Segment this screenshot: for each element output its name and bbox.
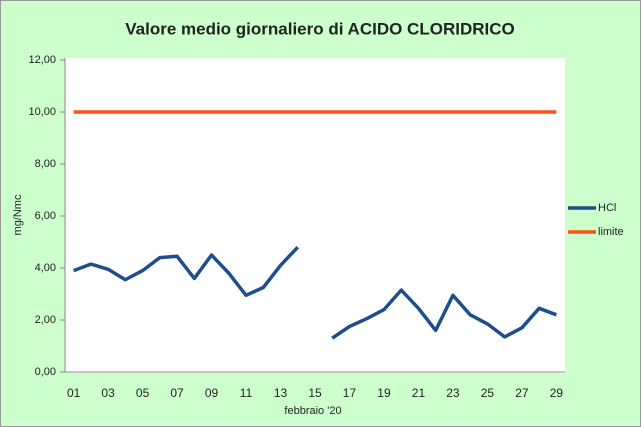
y-tick-label: 6,00	[35, 210, 56, 222]
y-tick-label: 4,00	[35, 262, 56, 274]
legend-label: HCl	[598, 202, 616, 214]
x-tick-label: 25	[481, 386, 495, 400]
x-tick-label: 11	[240, 386, 253, 400]
x-tick-label: 23	[446, 386, 460, 400]
y-tick-label: 8,00	[35, 158, 56, 170]
legend-label: limite	[598, 226, 624, 238]
series-line	[73, 245, 557, 340]
y-axis-label: mg/Nmc	[12, 194, 24, 235]
x-tick-label: 01	[67, 386, 81, 400]
x-tick-label: 07	[170, 386, 184, 400]
x-tick-label: 05	[136, 386, 150, 400]
y-tick-label: 2,00	[35, 314, 56, 326]
chart-title: Valore medio giornaliero di ACIDO CLORID…	[125, 19, 514, 38]
x-axis-label: febbraio '20	[284, 405, 341, 417]
x-tick-label: 03	[101, 386, 115, 400]
x-tick-label: 15	[308, 386, 322, 400]
x-tick-label: 29	[550, 386, 564, 400]
x-tick-label: 17	[343, 386, 357, 400]
x-tick-label: 19	[377, 386, 391, 400]
x-tick-label: 21	[412, 386, 426, 400]
y-tick-label: 0,00	[35, 366, 56, 378]
x-tick-label: 27	[515, 386, 529, 400]
x-tick-label: 13	[274, 386, 288, 400]
y-tick-label: 12,00	[28, 54, 56, 66]
y-tick-label: 10,00	[28, 106, 56, 118]
x-tick-label: 09	[205, 386, 219, 400]
